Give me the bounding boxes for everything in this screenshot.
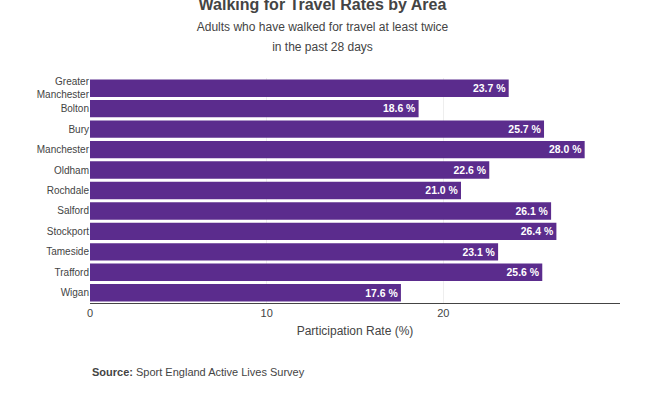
svg-text:Wigan: Wigan [61, 287, 89, 298]
svg-text:Participation Rate (%): Participation Rate (%) [297, 324, 414, 338]
svg-text:Oldham: Oldham [54, 165, 89, 176]
svg-text:20: 20 [437, 307, 449, 319]
svg-text:22.6 %: 22.6 % [454, 165, 487, 176]
svg-text:10: 10 [261, 307, 273, 319]
svg-text:0: 0 [87, 307, 93, 319]
svg-text:GreaterManchester: GreaterManchester [37, 76, 90, 100]
svg-text:25.6 %: 25.6 % [507, 267, 540, 278]
svg-text:25.7 %: 25.7 % [508, 124, 541, 135]
svg-text:Stockport: Stockport [47, 226, 89, 237]
svg-text:Salford: Salford [57, 205, 89, 216]
svg-text:23.1 %: 23.1 % [462, 247, 495, 258]
svg-text:26.1 %: 26.1 % [515, 206, 548, 217]
svg-text:Manchester: Manchester [37, 144, 90, 155]
svg-text:21.0 %: 21.0 % [425, 185, 457, 196]
svg-text:Rochdale: Rochdale [47, 185, 90, 196]
svg-text:Walking for Travel Rates by Ar: Walking for Travel Rates by AreaAdults w… [197, 0, 449, 54]
svg-text:Tameside: Tameside [46, 246, 89, 257]
svg-text:Trafford: Trafford [55, 267, 89, 278]
svg-text:Bury: Bury [68, 124, 89, 135]
svg-text:28.0 %: 28.0 % [549, 144, 581, 155]
svg-text:18.6 %: 18.6 % [383, 103, 415, 114]
svg-text:17.6 %: 17.6 % [365, 288, 398, 299]
svg-text:Source: Sport England Active L: Source: Sport England Active Lives Surve… [92, 366, 305, 378]
svg-text:Bolton: Bolton [61, 103, 89, 114]
svg-text:23.7 %: 23.7 % [473, 83, 506, 94]
svg-text:26.4 %: 26.4 % [521, 226, 553, 237]
